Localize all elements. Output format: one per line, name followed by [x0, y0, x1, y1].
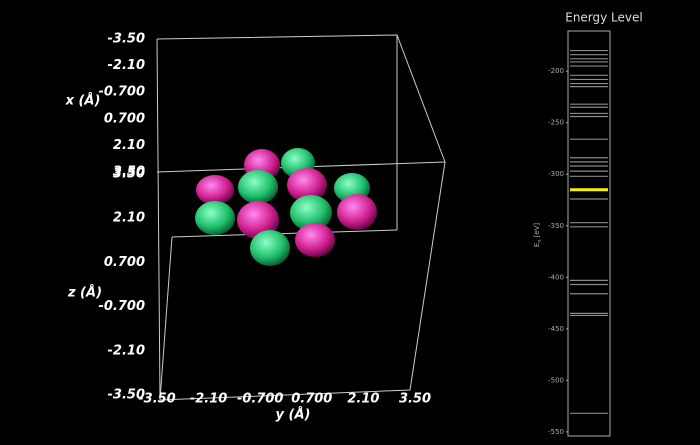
z-tick-label: 2.10 [113, 211, 145, 226]
symbol: E [533, 243, 541, 247]
x-tick-label: -3.50 [108, 32, 145, 47]
x-tick-label: 0.700 [104, 111, 145, 126]
x-axis-label: x (Å) [65, 93, 101, 109]
y-tick-label: 0.700 [291, 392, 332, 407]
y-tick-label: -2.10 [190, 392, 227, 407]
y-tick-label: 3.50 [399, 392, 431, 407]
z-tick-label: 0.700 [104, 255, 145, 270]
x-tick-label: 3.50 [113, 165, 145, 180]
y-axis-label: y (Å) [276, 407, 311, 423]
orbital [195, 148, 377, 266]
x-tick-label: 2.10 [113, 138, 145, 153]
unit: [eV] [533, 223, 541, 238]
panel-y-label: En[eV] [533, 223, 543, 247]
x-tick-label: -0.700 [98, 85, 145, 100]
panel-frame [567, 30, 611, 437]
y-tick-label: -300 [548, 170, 564, 178]
z-tick-label: -0.700 [98, 299, 145, 314]
y-tick-label: -250 [548, 119, 564, 127]
z-tick-label: -2.10 [108, 343, 145, 358]
z-tick-label: 3.50 [113, 167, 145, 182]
y-tick-label: -0.700 [237, 392, 284, 407]
y-tick-label: -400 [548, 273, 564, 281]
y-tick-label: -350 [548, 222, 564, 230]
y-tick-label: -500 [548, 376, 564, 384]
box [156, 34, 446, 401]
z-axis-label: z (Å) [67, 285, 102, 301]
x-tick-label: -2.10 [108, 58, 145, 73]
subscript: n [537, 239, 543, 242]
y-tick-label: -550 [548, 428, 564, 436]
y-tick-label: -3.50 [138, 392, 175, 407]
y-tick-label: -450 [548, 325, 564, 333]
y-tick-label: 2.10 [347, 392, 379, 407]
y-tick-label: -200 [548, 67, 564, 75]
panel-title: Energy Level [565, 11, 643, 25]
z-tick-label: -3.50 [108, 388, 145, 403]
